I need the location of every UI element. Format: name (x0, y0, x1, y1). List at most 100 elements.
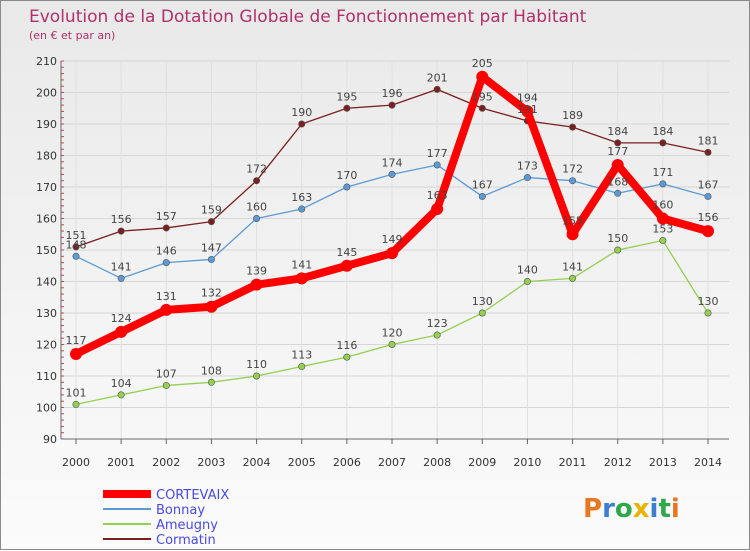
data-point (478, 309, 486, 317)
x-tick-label: 2014 (694, 456, 722, 469)
data-label: 205 (472, 57, 493, 70)
data-label: 168 (607, 175, 628, 188)
y-tick-label: 90 (43, 433, 57, 446)
data-label: 167 (698, 178, 719, 191)
data-label: 151 (66, 229, 87, 242)
data-point (162, 381, 170, 389)
data-label: 196 (382, 87, 403, 100)
x-tick-label: 2001 (107, 456, 135, 469)
data-label: 155 (562, 214, 583, 227)
x-tick-label: 2002 (152, 456, 180, 469)
data-label: 184 (652, 125, 673, 138)
x-tick-label: 2003 (197, 456, 225, 469)
x-tick-label: 2007 (378, 456, 406, 469)
data-label: 131 (156, 290, 177, 303)
data-point (523, 174, 531, 182)
x-tick-label: 2012 (604, 456, 632, 469)
data-label: 117 (66, 334, 87, 347)
data-point (343, 353, 351, 361)
y-tick-label: 130 (36, 307, 57, 320)
y-tick-label: 140 (36, 276, 57, 289)
y-tick-label: 100 (36, 402, 57, 415)
data-label: 120 (382, 327, 403, 340)
proxiti-logo: Proxiti (583, 494, 680, 524)
data-point (569, 274, 577, 282)
data-point (160, 303, 173, 316)
data-label: 147 (201, 241, 222, 254)
legend-label: Cormatin (156, 533, 216, 548)
data-point (476, 70, 489, 83)
y-tick-label: 160 (36, 213, 57, 226)
data-label: 140 (517, 264, 538, 277)
x-tick-label: 2013 (649, 456, 677, 469)
data-point (340, 259, 353, 272)
data-label: 172 (246, 163, 267, 176)
data-label: 123 (427, 317, 448, 330)
data-label: 191 (517, 103, 538, 116)
data-label: 141 (562, 260, 583, 273)
data-label: 130 (698, 295, 719, 308)
data-point (433, 161, 441, 169)
data-point (569, 123, 577, 131)
data-label-layer: 151 156 157 159 172 190 195 196 201 195 191 189 184 1… (66, 57, 719, 400)
data-point (343, 183, 351, 191)
data-point (433, 85, 441, 93)
data-point (566, 228, 579, 241)
data-point (253, 372, 261, 380)
data-point (72, 252, 80, 260)
chart-subtitle: (en € et par an) (29, 29, 115, 42)
legend-label: Bonnay (156, 503, 205, 518)
data-label: 163 (427, 189, 448, 202)
data-point (117, 391, 125, 399)
data-point (521, 105, 534, 118)
y-tick-label: 150 (36, 244, 57, 257)
data-label: 190 (291, 106, 312, 119)
data-label: 195 (336, 90, 357, 103)
data-point (207, 255, 215, 263)
data-point (117, 227, 125, 235)
x-tick-label: 2008 (423, 456, 451, 469)
data-point (298, 363, 306, 371)
data-point (72, 400, 80, 408)
data-point (704, 309, 712, 317)
data-point (298, 205, 306, 213)
data-label: 148 (66, 238, 87, 251)
axis-layer: 90 100 110 120 130 140 150 160 170 180 190 200 210 20… (36, 55, 729, 469)
data-point (70, 347, 82, 360)
data-label: 132 (201, 287, 222, 300)
data-point (659, 237, 667, 245)
data-point (569, 177, 577, 185)
data-label: 177 (427, 147, 448, 160)
data-label: 201 (427, 71, 448, 84)
x-tick-label: 2000 (62, 456, 90, 469)
data-label: 194 (517, 91, 538, 104)
data-point (253, 215, 261, 223)
y-tick-label: 180 (36, 150, 57, 163)
data-label: 173 (517, 160, 538, 173)
y-tick-label: 200 (36, 87, 57, 100)
data-label: 156 (698, 211, 719, 224)
data-label: 170 (336, 169, 357, 182)
data-point (478, 104, 486, 112)
data-label: 141 (111, 260, 132, 273)
data-label: 153 (652, 223, 673, 236)
data-point (656, 212, 669, 225)
data-point (207, 218, 215, 226)
data-label: 184 (607, 125, 628, 138)
x-tick-label: 2005 (288, 456, 316, 469)
y-tick-label: 210 (36, 55, 57, 68)
data-label: 167 (472, 178, 493, 191)
data-point (162, 259, 170, 267)
data-label: 163 (291, 191, 312, 204)
x-tick-label: 2011 (559, 456, 587, 469)
x-tick-label: 2009 (468, 456, 496, 469)
x-tick-label: 2010 (513, 456, 541, 469)
data-point (72, 243, 80, 251)
data-label: 108 (201, 364, 222, 377)
data-label: 145 (336, 246, 357, 259)
data-label: 146 (156, 245, 177, 258)
data-label: 160 (246, 201, 267, 214)
data-label: 156 (111, 213, 132, 226)
x-tick-label: 2004 (243, 456, 271, 469)
